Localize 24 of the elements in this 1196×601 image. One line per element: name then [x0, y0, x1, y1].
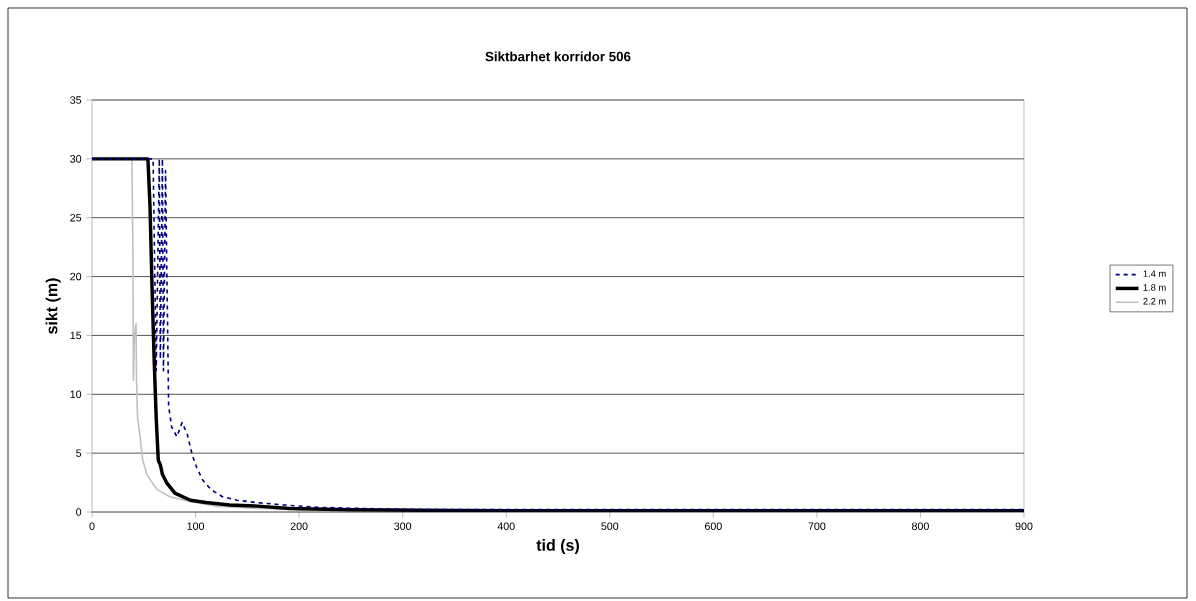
x-tick-label: 600 — [704, 522, 722, 530]
y-tick-label: 20 — [70, 272, 82, 281]
y-tick-label: 10 — [70, 390, 82, 399]
y-tick-label: 25 — [70, 213, 82, 222]
legend-label: 1.8 m — [1143, 284, 1166, 291]
x-tick-label: 400 — [497, 522, 515, 530]
x-tick-label: 800 — [912, 522, 929, 530]
y-tick-label: 15 — [70, 331, 82, 340]
x-axis-title: tid (s) — [536, 539, 579, 555]
y-tick-label: 0 — [76, 508, 82, 516]
x-tick-label: 500 — [601, 522, 619, 530]
legend-label: 1.4 m — [1143, 270, 1166, 277]
x-tick-label: 100 — [187, 522, 205, 530]
y-tick-label: 5 — [76, 449, 82, 457]
x-tick-label: 300 — [394, 522, 412, 530]
y-axis-title: sikt (m) — [45, 278, 61, 334]
y-tick-label: 35 — [70, 96, 82, 104]
legend-label: 2.2 m — [1143, 298, 1166, 305]
y-tick-label: 30 — [70, 155, 82, 163]
x-tick-label: 900 — [1015, 522, 1033, 530]
chart-title: Siktbarhet korridor 506 — [485, 51, 631, 62]
x-tick-label: 200 — [290, 522, 308, 530]
x-tick-label: 700 — [808, 522, 826, 530]
x-tick-label: 0 — [89, 522, 95, 530]
